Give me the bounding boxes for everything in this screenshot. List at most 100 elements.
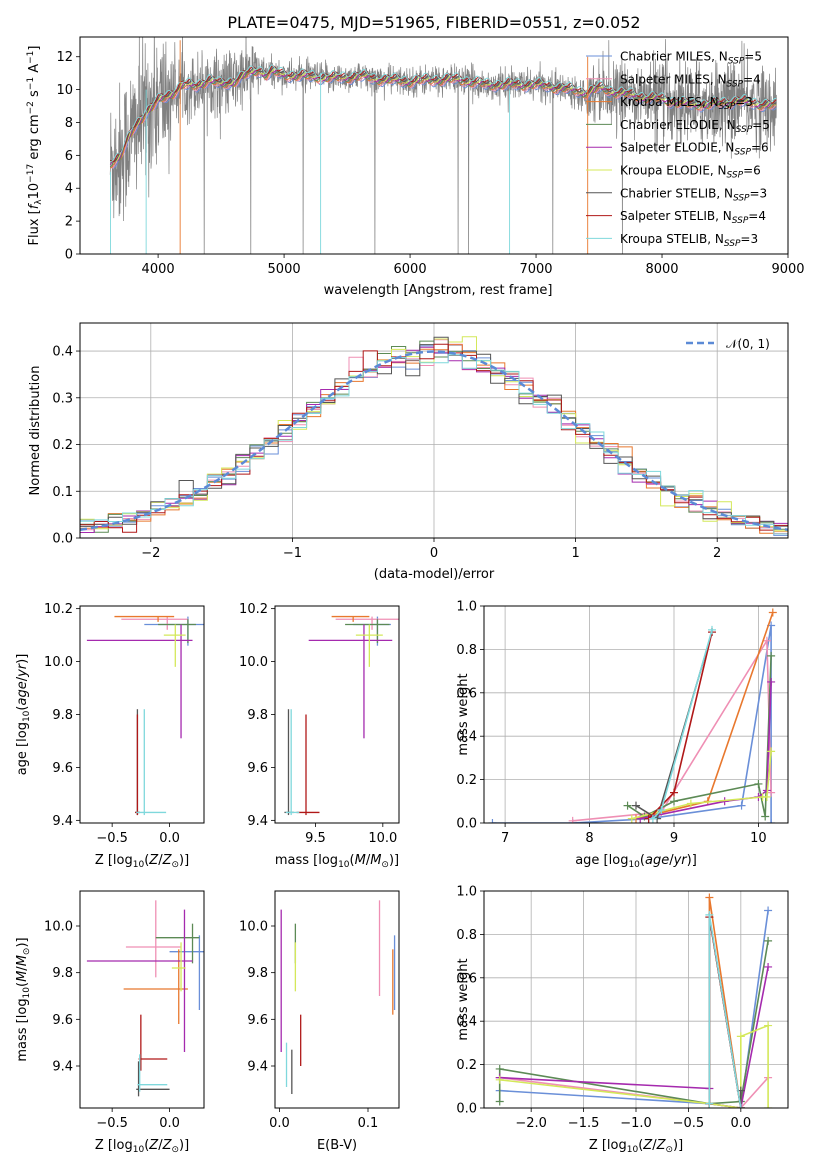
y-tick-label: 0.8	[456, 643, 477, 658]
x-tick-label: 10	[750, 831, 767, 846]
plus-marker	[736, 1032, 745, 1041]
axes-frame	[79, 605, 205, 824]
x-tick-label: 9000	[771, 262, 804, 277]
residual-histogram	[80, 336, 788, 527]
y-tick-label: 10	[56, 83, 73, 98]
x-tick-label: 0.0	[269, 1116, 290, 1131]
plus-marker	[623, 801, 632, 810]
normal-distribution-curve	[80, 350, 788, 532]
y-tick-label: 9.8	[247, 708, 268, 723]
mass-vs-metallicity-panel: −0.5 0.0 9.4 9.6 9.8 10.0 Z [log10(Z/Z⊙)] mass …	[15, 890, 205, 1155]
x-axis-label: (data-model)/error	[374, 567, 495, 582]
plus-marker	[764, 962, 773, 971]
x-tick-label: 9	[670, 831, 678, 846]
axes-frame	[79, 322, 789, 539]
legend-entry: Kroupa STELIB, NSSP=3	[620, 232, 758, 249]
y-tick-label: 9.6	[52, 1013, 73, 1028]
y-tick-label: 0.6	[456, 686, 477, 701]
mass-weight-series	[635, 612, 774, 820]
plus-marker	[495, 1064, 504, 1073]
y-tick-label: 1.0	[456, 600, 477, 615]
y-tick-label: 0.0	[52, 532, 73, 547]
x-tick-label: −0.5	[96, 831, 128, 846]
y-tick-label: 10.0	[239, 920, 268, 935]
axes-frame	[483, 605, 789, 824]
plus-marker	[761, 812, 770, 821]
y-tick-label: 0.4	[52, 345, 73, 360]
y-tick-label: 10.0	[44, 920, 73, 935]
plus-marker	[705, 1099, 714, 1108]
plus-marker	[495, 1075, 504, 1084]
y-tick-label: 0.2	[456, 773, 477, 788]
x-tick-label: 7	[501, 831, 509, 846]
y-axis-label: Flux [fλ10−17 erg cm−2 s−1 A−1]	[26, 46, 44, 246]
x-tick-label: 0.0	[159, 1116, 180, 1131]
axes-frame	[483, 890, 789, 1109]
plus-marker	[767, 651, 776, 660]
x-tick-label: 7000	[519, 262, 552, 277]
x-tick-label: 10.0	[368, 831, 397, 846]
plus-marker	[708, 625, 716, 634]
x-tick-label: 4000	[142, 262, 175, 277]
x-tick-label: 9.5	[305, 831, 326, 846]
y-tick-label: 9.6	[247, 761, 268, 776]
weight-vs-age-panel: 7 8 9 10 0.0 0.2 0.4 0.6 0.8 1.0 age [log10(age/yr…	[456, 600, 789, 870]
plus-marker	[670, 797, 678, 806]
y-tick-label: 6	[65, 149, 73, 164]
y-tick-label: 9.4	[247, 814, 268, 829]
plus-marker	[657, 805, 666, 814]
y-tick-label: 8	[65, 116, 73, 131]
y-tick-label: 10.0	[44, 655, 73, 670]
y-axis-label: Normed distribution	[28, 366, 43, 496]
y-tick-label: 0.0	[456, 817, 477, 832]
y-tick-label: 10.2	[44, 602, 73, 617]
y-axis-label: mass [log10(M/M⊙)]	[15, 937, 32, 1061]
legend-entry: Salpeter MILES, NSSP=4	[620, 72, 761, 89]
plus-marker	[705, 893, 714, 902]
y-axis-label: mass weight	[456, 958, 471, 1040]
y-tick-label: 0	[65, 248, 73, 263]
plus-marker	[736, 1104, 745, 1108]
plus-marker	[754, 779, 763, 788]
x-tick-label: −2.0	[515, 1116, 547, 1131]
axes-frame	[274, 605, 400, 824]
axes-frame	[79, 890, 205, 1109]
x-axis-label: E(B-V)	[317, 1138, 357, 1153]
x-tick-label: −1.0	[620, 1116, 652, 1131]
legend-entry: Chabrier STELIB, NSSP=3	[620, 186, 767, 203]
plus-marker	[686, 799, 695, 808]
legend-entry: Salpeter STELIB, NSSP=4	[620, 209, 766, 226]
x-tick-label: 5000	[268, 262, 301, 277]
y-tick-label: 0.0	[456, 1102, 477, 1117]
plus-marker	[767, 788, 776, 797]
figure-title: PLATE=0475, MJD=51965, FIBERID=0551, z=0…	[227, 13, 640, 32]
plus-marker	[627, 814, 636, 823]
legend-entry: Chabrier MILES, NSSP=5	[620, 50, 762, 67]
spectrum-panel: 4000 5000 6000 7000 8000 9000 0 2 4 6 8 10 12 wavelen…	[26, 36, 805, 298]
plus-marker	[495, 1097, 504, 1106]
model-spectrum-line	[110, 64, 777, 163]
y-tick-label: 9.8	[52, 708, 73, 723]
plus-marker	[568, 816, 577, 823]
y-tick-label: 0.8	[456, 928, 477, 943]
x-tick-label: −1.5	[568, 1116, 600, 1131]
x-axis-label: Z [log10(Z/Z⊙)]	[589, 1138, 683, 1155]
y-tick-label: 0.4	[456, 730, 477, 745]
plus-marker	[632, 801, 640, 810]
x-axis-label: age [log10(age/yr)]	[575, 853, 697, 870]
legend-entry: Chabrier ELODIE, NSSP=5	[620, 118, 770, 135]
plus-marker	[737, 801, 746, 810]
age-vs-mass-panel: 9.5 10.0 9.4 9.6 9.8 10.0 10.2 mass [log10(M/M⊙…	[239, 602, 400, 870]
x-tick-label: 0.1	[358, 1116, 379, 1131]
legend-entry: Kroupa ELODIE, NSSP=6	[620, 164, 761, 181]
mass-weight-series	[652, 629, 713, 820]
plus-marker	[648, 814, 657, 823]
y-tick-label: 0.1	[52, 485, 73, 500]
plus-marker	[764, 1104, 773, 1108]
y-tick-label: 2	[65, 215, 73, 230]
plus-marker	[764, 906, 773, 915]
x-tick-label: 8000	[645, 262, 678, 277]
y-axis-label: age [log10(age/yr)]	[15, 654, 32, 776]
x-tick-label: −1	[283, 546, 302, 561]
